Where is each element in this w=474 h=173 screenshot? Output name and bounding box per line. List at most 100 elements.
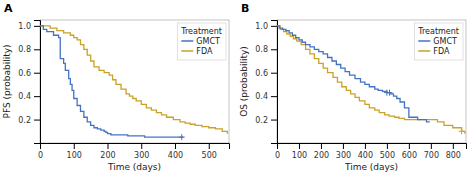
tick-label: 1.0 bbox=[255, 22, 268, 31]
y-axis-title: PFS (probability) bbox=[2, 44, 12, 118]
tick: 400 bbox=[358, 143, 373, 160]
survival-line bbox=[40, 26, 183, 137]
tick-label: 300 bbox=[336, 151, 351, 160]
chart-title: B bbox=[241, 2, 249, 15]
tick: 0 bbox=[275, 143, 280, 160]
tick: 300 bbox=[336, 143, 351, 160]
tick-label: 200 bbox=[100, 151, 115, 160]
x-axis-title: Time (days) bbox=[344, 162, 398, 172]
tick-label: 400 bbox=[168, 151, 183, 160]
legend-box bbox=[177, 23, 226, 60]
tick-label: 0.4 bbox=[255, 92, 268, 101]
tick-label: 500 bbox=[380, 151, 395, 160]
legend-swatch bbox=[181, 50, 193, 52]
x-axis: 0100200300400500600700800 bbox=[275, 143, 467, 160]
survival-line bbox=[40, 26, 227, 134]
tick-mark bbox=[34, 49, 40, 50]
panel: 0 100 200 300 400 500 0.2 0.4 0.6 0.8 1.0 Time (day… bbox=[2, 2, 230, 172]
tick-mark bbox=[34, 26, 40, 27]
tick-label: 0.4 bbox=[18, 92, 31, 101]
tick-label: 1.0 bbox=[18, 22, 31, 31]
legend-label: GMCT bbox=[196, 37, 220, 46]
tick: 100 bbox=[292, 143, 307, 160]
tick-label: 200 bbox=[314, 151, 329, 160]
tick: 200 bbox=[314, 143, 329, 160]
tick: 800 bbox=[446, 143, 461, 160]
plot-frame bbox=[40, 20, 229, 143]
axis-line bbox=[34, 21, 41, 144]
legend-swatch bbox=[181, 40, 193, 42]
tick: 0.4 bbox=[18, 92, 40, 101]
tick-label: 100 bbox=[67, 151, 82, 160]
tick-label: 400 bbox=[358, 151, 373, 160]
panel: 01002003004005006007008000.20.40.60.81.0… bbox=[239, 2, 467, 172]
censor-mark bbox=[459, 128, 465, 134]
tick-mark bbox=[34, 96, 40, 97]
chart-title: A bbox=[4, 2, 13, 15]
tick-mark bbox=[343, 143, 344, 149]
tick: 0 bbox=[38, 143, 43, 160]
survival-line bbox=[277, 26, 465, 134]
x-axis-title: Time (days) bbox=[107, 162, 161, 172]
tick-mark bbox=[299, 143, 300, 149]
tick: 400 bbox=[168, 143, 183, 160]
tick-mark bbox=[108, 143, 109, 149]
tick: 0.2 bbox=[255, 116, 277, 125]
y-axis: 0.2 0.4 0.6 0.8 1.0 bbox=[18, 21, 40, 144]
tick-label: 300 bbox=[134, 151, 149, 160]
tick-mark bbox=[271, 49, 277, 50]
tick-mark bbox=[141, 143, 142, 149]
tick: 0.6 bbox=[255, 69, 277, 78]
tick-label: 0.2 bbox=[18, 116, 31, 125]
plot-area bbox=[40, 26, 227, 140]
tick: 0.8 bbox=[255, 45, 277, 54]
tick-label: 0 bbox=[38, 151, 43, 160]
tick-label: 800 bbox=[446, 151, 461, 160]
tick: 1.0 bbox=[255, 22, 277, 31]
tick-mark bbox=[74, 143, 75, 149]
legend-label: FDA bbox=[433, 47, 450, 56]
tick: 600 bbox=[402, 143, 417, 160]
tick-label: 0 bbox=[275, 151, 280, 160]
tick-mark bbox=[409, 143, 410, 149]
legend: TreatmentGMCTFDA bbox=[177, 23, 226, 60]
tick-mark bbox=[175, 143, 176, 149]
tick: 0.6 bbox=[18, 69, 40, 78]
tick: 300 bbox=[134, 143, 149, 160]
tick-mark bbox=[365, 143, 366, 149]
tick-mark bbox=[321, 143, 322, 149]
tick-mark bbox=[209, 143, 210, 149]
legend-swatch bbox=[418, 40, 430, 42]
tick-label: 0.6 bbox=[18, 69, 31, 78]
tick-mark bbox=[34, 73, 40, 74]
x-axis: 0 100 200 300 400 500 bbox=[38, 143, 230, 160]
survival-line bbox=[277, 26, 430, 122]
legend-title: Treatment bbox=[180, 27, 222, 36]
legend-swatch bbox=[418, 50, 430, 52]
tick: 100 bbox=[67, 143, 82, 160]
tick-label: 500 bbox=[202, 151, 217, 160]
legend: TreatmentGMCTFDA bbox=[414, 23, 463, 60]
plot-area bbox=[277, 26, 465, 134]
tick: 0.4 bbox=[255, 92, 277, 101]
axis-line bbox=[271, 21, 278, 144]
y-axis-title: OS (probability) bbox=[239, 46, 249, 117]
chart-svg: 0 100 200 300 400 500 0.2 0.4 0.6 0.8 1.0 Time (day… bbox=[0, 0, 474, 173]
tick-mark bbox=[453, 143, 454, 149]
censor-mark bbox=[387, 90, 393, 96]
censor-mark bbox=[179, 134, 185, 140]
tick: 0.2 bbox=[18, 116, 40, 125]
legend-title: Treatment bbox=[417, 27, 459, 36]
tick-label: 0.8 bbox=[255, 45, 268, 54]
tick: 0.8 bbox=[18, 45, 40, 54]
tick-mark bbox=[271, 96, 277, 97]
tick-mark bbox=[431, 143, 432, 149]
y-axis: 0.2 0.4 0.6 0.8 1.0 bbox=[255, 21, 277, 144]
tick-label: 100 bbox=[292, 151, 307, 160]
tick-label: 0.2 bbox=[255, 116, 268, 125]
axis-line bbox=[278, 144, 467, 150]
legend-label: FDA bbox=[196, 47, 213, 56]
tick: 200 bbox=[100, 143, 115, 160]
tick: 1.0 bbox=[18, 22, 40, 31]
legend-label: GMCT bbox=[433, 37, 457, 46]
